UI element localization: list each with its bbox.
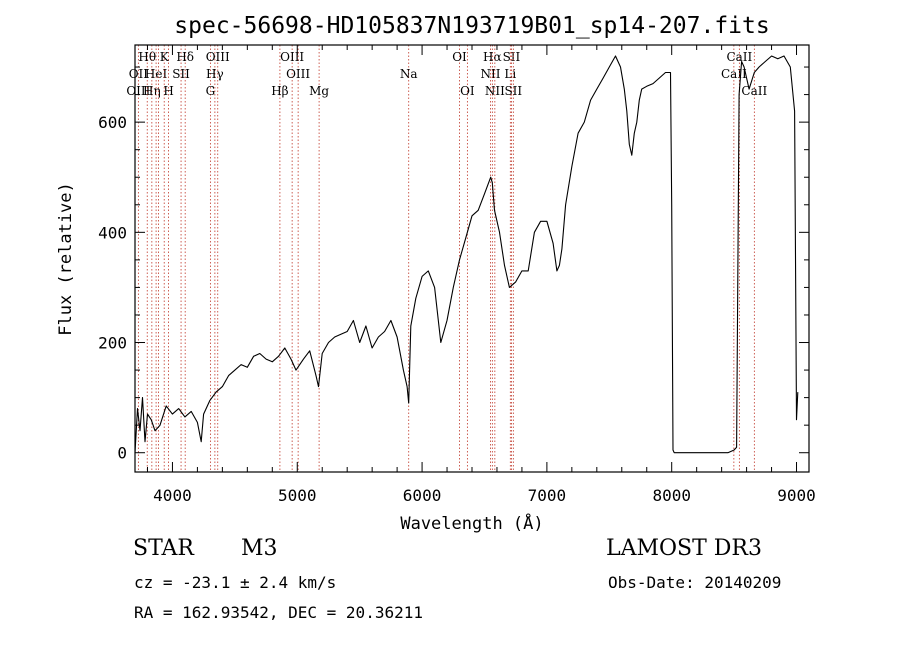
plot-frame bbox=[134, 44, 810, 473]
line-label: G bbox=[206, 84, 216, 98]
line-label: Hη bbox=[143, 84, 161, 98]
line-label: OIII bbox=[280, 50, 304, 64]
x-tick-label: 7000 bbox=[528, 486, 567, 505]
observation-date: Obs-Date: 20140209 bbox=[608, 573, 782, 592]
y-tick-label: 0 bbox=[117, 444, 127, 463]
line-label: HeI bbox=[145, 67, 168, 81]
line-label: K bbox=[160, 50, 170, 64]
chart-title: spec-56698-HD105837N193719B01_sp14-207.f… bbox=[174, 13, 769, 39]
line-label: H bbox=[163, 84, 173, 98]
x-tick-label: 4000 bbox=[153, 486, 192, 505]
coordinates: RA = 162.93542, DEC = 20.36211 bbox=[134, 603, 423, 622]
y-tick-label: 600 bbox=[98, 113, 127, 132]
line-label: Hβ bbox=[271, 84, 288, 98]
x-tick-label: 6000 bbox=[403, 486, 442, 505]
line-label: SII bbox=[172, 67, 190, 81]
line-label: OIII bbox=[206, 50, 230, 64]
line-label: Mg bbox=[309, 84, 329, 98]
line-label: NII bbox=[480, 67, 500, 81]
y-tick-label: 200 bbox=[98, 334, 127, 353]
y-tick-label: 400 bbox=[98, 223, 127, 242]
line-label: Hγ bbox=[206, 67, 224, 81]
line-label: OII bbox=[129, 67, 149, 81]
redshift-velocity: cz = -23.1 ± 2.4 km/s bbox=[134, 573, 337, 592]
spectrum-line bbox=[134, 55, 799, 454]
emission-line-markers: OII OIII Hθ Hη HeI K H SII Hδ G Hγ OIII Hβ OIII OIII Mg… bbox=[126, 45, 767, 472]
line-label: CaII bbox=[726, 50, 752, 64]
line-label: OI bbox=[460, 84, 475, 98]
object-class: STAR bbox=[133, 536, 194, 561]
line-label: NII bbox=[485, 84, 505, 98]
line-label: CaII bbox=[741, 84, 767, 98]
line-label: Hα bbox=[483, 50, 502, 64]
line-label: Li bbox=[504, 67, 516, 81]
line-label: OIII bbox=[286, 67, 310, 81]
line-label: Na bbox=[400, 67, 418, 81]
line-label: CaII bbox=[721, 67, 747, 81]
line-label: SII bbox=[503, 50, 521, 64]
x-tick-label: 8000 bbox=[652, 486, 691, 505]
line-label: OIII bbox=[126, 84, 150, 98]
survey-name: LAMOST DR3 bbox=[606, 536, 762, 561]
y-axis-label: Flux (relative) bbox=[56, 182, 76, 336]
x-tick-label: 5000 bbox=[278, 486, 317, 505]
x-tick-label: 9000 bbox=[777, 486, 816, 505]
axes: 4000 5000 6000 7000 8000 9000 0 200 400 600 bbox=[98, 45, 816, 505]
x-axis-label: Wavelength (Å) bbox=[400, 512, 543, 534]
line-label: Hθ bbox=[138, 50, 156, 64]
line-label: SII bbox=[504, 84, 522, 98]
subclass: M3 bbox=[241, 536, 278, 561]
spectrum-plot bbox=[134, 55, 799, 454]
line-label: OI bbox=[452, 50, 467, 64]
line-label: Hδ bbox=[176, 50, 194, 64]
